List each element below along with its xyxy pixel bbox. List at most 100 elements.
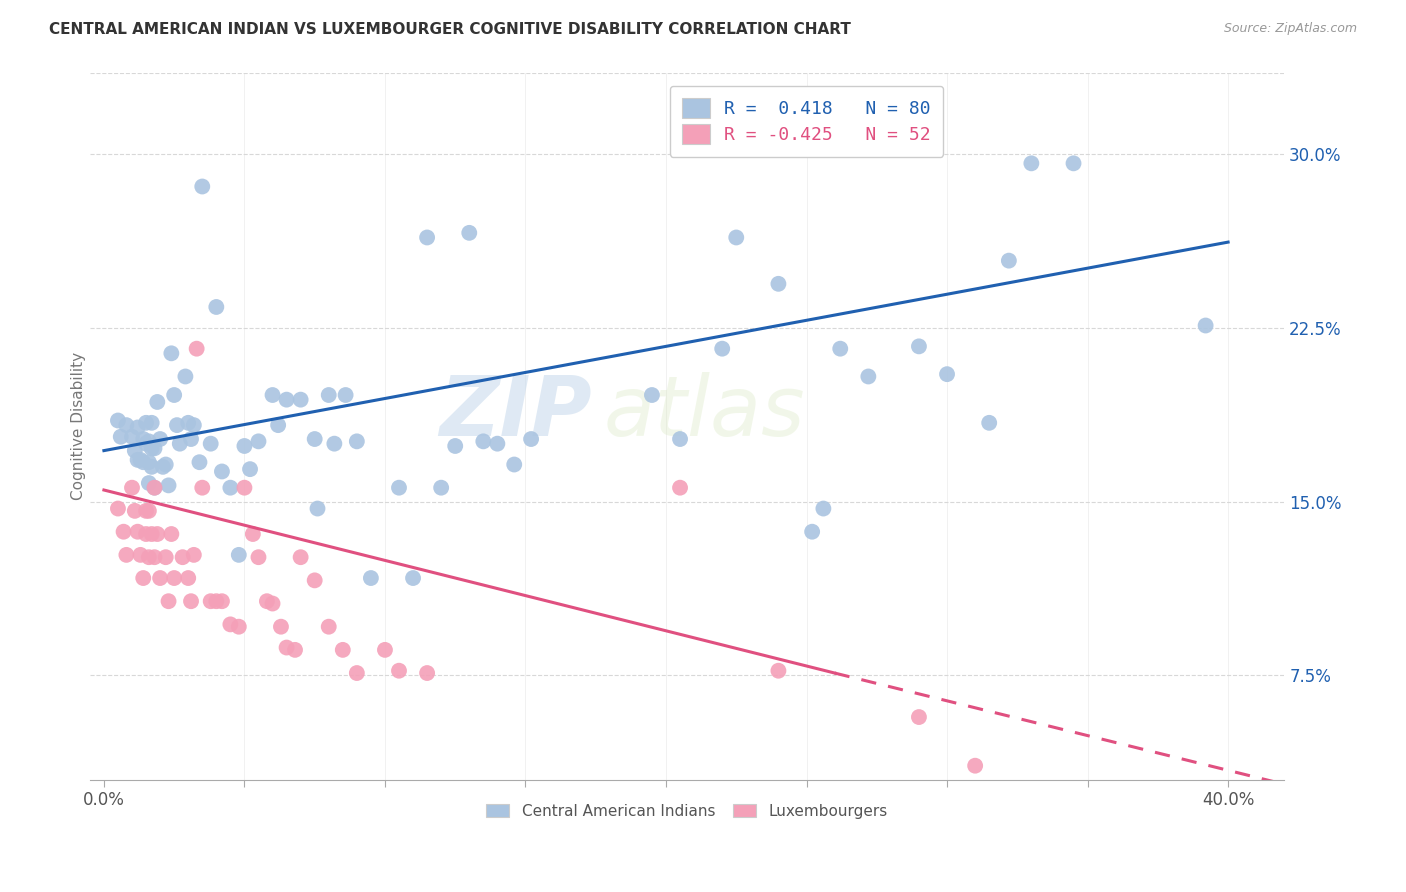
Legend: Central American Indians, Luxembourgers: Central American Indians, Luxembourgers <box>481 797 894 825</box>
Point <box>180 594 202 608</box>
Point <box>177 571 200 585</box>
Point <box>402 571 425 585</box>
Point <box>135 436 157 450</box>
Text: ZIP: ZIP <box>439 372 592 452</box>
Point <box>183 418 205 433</box>
Point <box>141 527 163 541</box>
Point <box>242 527 264 541</box>
Point <box>149 432 172 446</box>
Point <box>276 640 298 655</box>
Point <box>132 571 155 585</box>
Point <box>127 524 149 539</box>
Point <box>160 346 183 360</box>
Point <box>262 597 284 611</box>
Point <box>270 620 292 634</box>
Point <box>416 230 439 244</box>
Point <box>219 481 242 495</box>
Point <box>186 342 208 356</box>
Point <box>110 430 132 444</box>
Point <box>444 439 467 453</box>
Point <box>908 339 931 353</box>
Point <box>472 434 495 449</box>
Point <box>138 476 160 491</box>
Point <box>149 571 172 585</box>
Point <box>143 550 166 565</box>
Point <box>107 413 129 427</box>
Point <box>200 594 222 608</box>
Point <box>200 436 222 450</box>
Point <box>1063 156 1085 170</box>
Point <box>135 527 157 541</box>
Point <box>174 369 197 384</box>
Point <box>132 432 155 446</box>
Point <box>228 620 250 634</box>
Point <box>332 643 354 657</box>
Point <box>965 758 987 772</box>
Point <box>304 574 326 588</box>
Point <box>520 432 543 446</box>
Point <box>1021 156 1043 170</box>
Point <box>124 504 146 518</box>
Point <box>135 416 157 430</box>
Point <box>641 388 664 402</box>
Point <box>276 392 298 407</box>
Point <box>155 458 177 472</box>
Point <box>157 594 180 608</box>
Text: Source: ZipAtlas.com: Source: ZipAtlas.com <box>1223 22 1357 36</box>
Point <box>138 455 160 469</box>
Point <box>127 453 149 467</box>
Point <box>124 443 146 458</box>
Point <box>112 524 135 539</box>
Point <box>205 300 228 314</box>
Point <box>360 571 382 585</box>
Point <box>138 504 160 518</box>
Point <box>138 550 160 565</box>
Y-axis label: Cognitive Disability: Cognitive Disability <box>72 352 86 500</box>
Point <box>219 617 242 632</box>
Point <box>830 342 852 356</box>
Point <box>346 666 368 681</box>
Point <box>143 481 166 495</box>
Point <box>180 432 202 446</box>
Point <box>304 432 326 446</box>
Point <box>233 439 256 453</box>
Point <box>129 548 152 562</box>
Point <box>725 230 748 244</box>
Point <box>143 481 166 495</box>
Point <box>388 664 411 678</box>
Point <box>813 501 835 516</box>
Point <box>936 367 959 381</box>
Point <box>152 459 174 474</box>
Point <box>107 501 129 516</box>
Text: atlas: atlas <box>603 372 806 452</box>
Point <box>160 527 183 541</box>
Point <box>121 430 143 444</box>
Point <box>290 392 312 407</box>
Point <box>307 501 329 516</box>
Point <box>801 524 824 539</box>
Point <box>284 643 307 657</box>
Point <box>1194 318 1216 333</box>
Point <box>247 434 270 449</box>
Point <box>141 416 163 430</box>
Point <box>121 481 143 495</box>
Point <box>115 418 138 433</box>
Point <box>172 550 194 565</box>
Point <box>979 416 1001 430</box>
Point <box>146 527 169 541</box>
Point <box>669 481 692 495</box>
Point <box>177 416 200 430</box>
Point <box>486 436 509 450</box>
Point <box>138 434 160 449</box>
Point <box>141 459 163 474</box>
Point <box>247 550 270 565</box>
Point <box>388 481 411 495</box>
Point <box>416 666 439 681</box>
Point <box>335 388 357 402</box>
Point <box>157 478 180 492</box>
Point <box>163 388 186 402</box>
Point <box>169 436 191 450</box>
Point <box>430 481 453 495</box>
Point <box>256 594 278 608</box>
Point <box>205 594 228 608</box>
